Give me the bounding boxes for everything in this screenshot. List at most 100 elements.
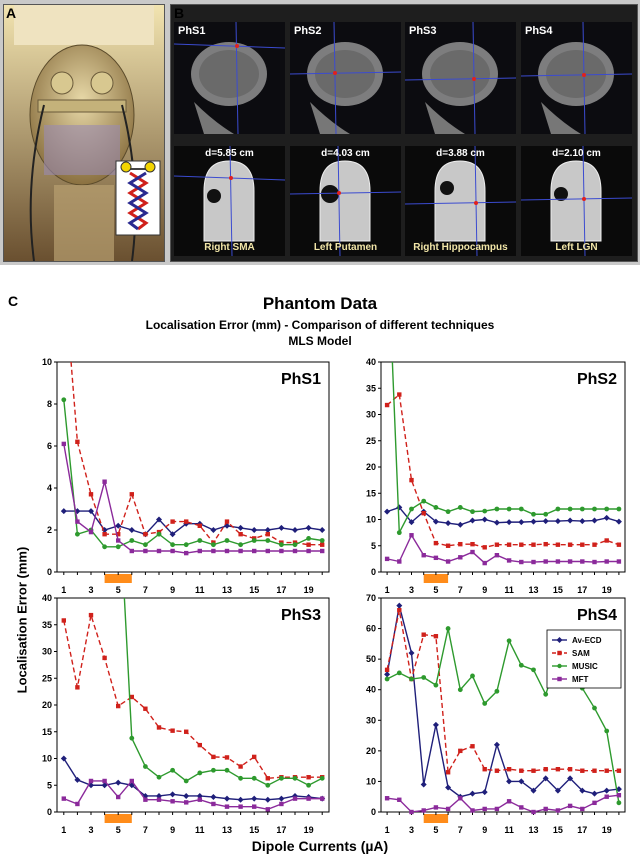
x-axis-label: Dipole Currents (µA) xyxy=(251,838,389,854)
phs2-point-music xyxy=(445,509,451,515)
phs3-point-sam xyxy=(306,775,311,780)
phs2-x-tick-label: 11 xyxy=(504,585,514,595)
phs2-point-mft xyxy=(604,559,609,564)
phs3-plot-area xyxy=(56,597,330,813)
phs2-point-avecd xyxy=(469,517,476,524)
phs2-x-tick-label: 3 xyxy=(409,585,414,595)
phs3-x-tick-label: 5 xyxy=(116,825,121,835)
phs2-point-music xyxy=(579,506,585,512)
phs2-point-sam xyxy=(506,542,512,547)
phs1-point-mft xyxy=(197,548,202,554)
phs1-x-tick-label: 11 xyxy=(195,585,205,595)
phs2-point-mft xyxy=(519,559,524,565)
phs2-point-music xyxy=(421,498,427,504)
phs3-point-mft xyxy=(75,801,80,807)
phs4-point-mft xyxy=(604,794,609,799)
phs3-point-sam xyxy=(238,764,243,769)
phs1-point-music xyxy=(129,538,135,543)
phs3-point-music xyxy=(129,735,135,741)
region-label: Left Putamen xyxy=(313,242,378,253)
phs4-y-tick-label: 10 xyxy=(366,776,376,786)
phs1-point-mft xyxy=(211,548,216,554)
phs2-y-tick-label: 20 xyxy=(366,462,376,472)
phs2-point-music xyxy=(555,506,561,512)
phs3-y-tick-label: 25 xyxy=(42,673,52,683)
chart-model-label: MLS Model xyxy=(288,334,352,348)
phs2-point-music xyxy=(506,506,512,512)
phs3-point-avecd xyxy=(169,791,176,798)
phs4-point-mft xyxy=(543,806,548,812)
phs4-point-mft xyxy=(494,806,500,812)
phs1-point-mft xyxy=(184,550,189,556)
phs1-point-mft xyxy=(102,479,107,484)
phs3-point-mft xyxy=(170,799,175,804)
phs4-point-avecd xyxy=(542,775,549,782)
phantom-section-phs1: d=5.85 cm Right SMA xyxy=(174,146,285,256)
region-label: Right SMA xyxy=(204,242,255,253)
phs4-series-line-avecd xyxy=(386,605,619,798)
legend-label: Av-ECD xyxy=(572,636,602,645)
phs2-y-tick-label: 40 xyxy=(366,357,376,367)
phs3-x-tick-label: 1 xyxy=(61,825,66,835)
phs1-point-avecd xyxy=(278,524,285,531)
phs4-point-sam xyxy=(421,632,426,637)
phs1-point-sam xyxy=(320,542,325,547)
phs2-point-avecd xyxy=(530,518,537,525)
phs4-x-tick-label: 1 xyxy=(385,825,390,835)
phs1-point-mft xyxy=(129,548,134,554)
phs4-y-tick-label: 20 xyxy=(366,746,376,756)
phs4-y-tick-label: 30 xyxy=(366,715,376,725)
phs4-point-sam xyxy=(555,767,561,772)
phs3-y-tick-label: 35 xyxy=(42,620,52,630)
phs4-point-music xyxy=(445,626,451,631)
phs2-point-sam xyxy=(519,542,524,547)
phs3-point-mft xyxy=(238,804,243,809)
phs3-point-mft xyxy=(184,800,189,805)
phs4-point-music xyxy=(421,675,427,680)
phs1-point-music xyxy=(102,544,107,550)
phs4-point-mft xyxy=(458,796,463,801)
phantom-section-icon xyxy=(290,146,401,256)
phs4-point-music xyxy=(494,688,500,694)
phs4-point-mft xyxy=(433,805,439,810)
phs4-point-avecd xyxy=(481,789,488,796)
phs2-point-mft xyxy=(580,559,585,564)
phs1-x-tick-label: 3 xyxy=(88,585,93,595)
phs2-x-tick-label: 9 xyxy=(482,585,487,595)
phs4-point-music xyxy=(482,701,488,706)
phs4-point-mft xyxy=(531,809,536,815)
phs2-point-music xyxy=(616,506,622,512)
phs2-point-music xyxy=(531,511,536,517)
phs2-point-mft xyxy=(494,553,500,558)
phs3-point-avecd xyxy=(224,795,230,802)
phs4-x-tick-label: 13 xyxy=(528,825,538,835)
phs1-point-mft xyxy=(61,441,66,447)
phs3-x-tick-label: 7 xyxy=(143,825,148,835)
phs3-point-mft xyxy=(252,804,257,809)
phs3-point-music xyxy=(224,767,230,773)
phs2-point-music xyxy=(518,506,524,512)
phs4-point-music xyxy=(409,676,414,682)
panel-letter-a: A xyxy=(6,5,17,21)
phs3-point-avecd xyxy=(264,796,271,803)
phs4-point-sam xyxy=(397,608,402,613)
phs3-point-avecd xyxy=(183,792,190,799)
phs1-x-tick-label: 17 xyxy=(276,585,286,595)
phantom-photo-drawing xyxy=(4,5,164,261)
phs1-point-mft xyxy=(116,538,121,543)
phs2-point-music xyxy=(567,506,573,512)
phs1-point-avecd xyxy=(115,522,122,529)
phs3-x-tick-label: 19 xyxy=(304,825,314,835)
phs2-point-sam xyxy=(580,542,585,547)
phs4-point-sam xyxy=(445,770,451,775)
phs2-point-avecd xyxy=(603,514,610,521)
phs4-point-sam xyxy=(470,744,475,749)
phs3-y-tick-label: 30 xyxy=(42,647,52,657)
phs3-point-avecd xyxy=(278,795,285,802)
phs4-point-avecd xyxy=(567,775,574,782)
phs2-highlight-bar xyxy=(423,574,449,583)
phs4-point-avecd xyxy=(396,602,403,609)
phs3-x-tick-label: 3 xyxy=(88,825,93,835)
phs2-point-mft xyxy=(531,559,536,565)
phs3-point-sam xyxy=(265,776,270,781)
